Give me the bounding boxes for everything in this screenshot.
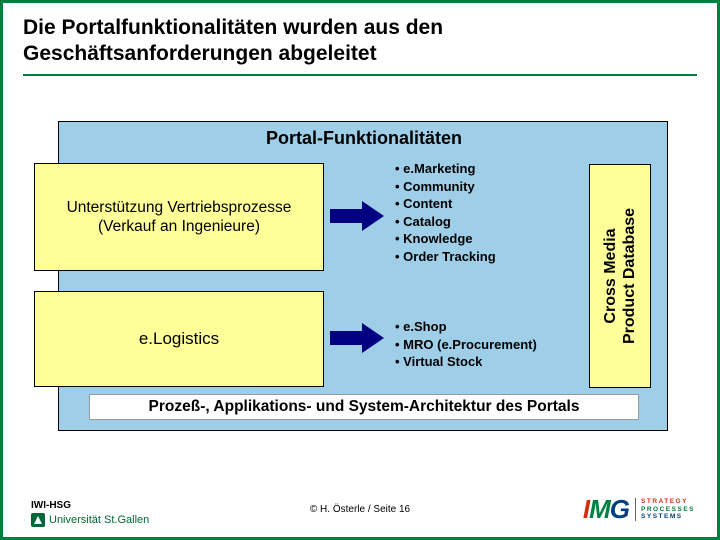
sps-processes: PROCESSES	[641, 506, 695, 513]
left-box-text: Unterstützung Vertriebsprozesse (Verkauf…	[67, 198, 292, 237]
img-logo: IMG	[583, 494, 629, 525]
left-box-vertrieb: Unterstützung Vertriebsprozesse (Verkauf…	[34, 163, 324, 271]
lb2-line1: e.Logistics	[139, 329, 219, 348]
credit-line: © H. Österle / Seite 16	[310, 504, 410, 515]
func-item: Community	[395, 178, 496, 196]
func-item: MRO (e.Procurement)	[395, 336, 537, 354]
func-list-1: e.Marketing Community Content Catalog Kn…	[395, 160, 496, 265]
sps-systems: SYSTEMS	[641, 513, 695, 520]
university-icon	[31, 513, 45, 527]
logo-left: IWI-HSG Universität St.Gallen	[31, 500, 149, 527]
page-title: Die Portalfunktionalitäten wurden aus de…	[23, 15, 697, 68]
vbar-line1: Cross Media	[602, 228, 619, 323]
iwi-label: IWI-HSG	[31, 500, 149, 511]
arrow-icon	[330, 201, 384, 231]
left-box-text: e.Logistics	[139, 328, 219, 349]
left-box-elogistics: e.Logistics	[34, 291, 324, 387]
func-item: Content	[395, 195, 496, 213]
vertical-bar-cross-media: Cross Media Product Database	[589, 164, 651, 388]
vertical-bar-label: Cross Media Product Database	[601, 208, 639, 344]
sps-tagline: STRATEGY PROCESSES SYSTEMS	[635, 498, 695, 520]
diagram: Portal-Funktionalitäten Cross Media Prod…	[58, 121, 668, 431]
func-item: Catalog	[395, 213, 496, 231]
university-name: Universität St.Gallen	[49, 514, 149, 526]
func-item: e.Marketing	[395, 160, 496, 178]
func-item: e.Shop	[395, 318, 537, 336]
lb1-line2: (Verkauf an Ingenieure)	[98, 218, 260, 235]
func-item: Virtual Stock	[395, 353, 537, 371]
portal-header: Portal-Funktionalitäten	[59, 128, 669, 149]
arrow-icon	[330, 323, 384, 353]
title-underline	[23, 74, 697, 76]
logo-right: IMG STRATEGY PROCESSES SYSTEMS	[583, 494, 695, 525]
lb1-line1: Unterstützung Vertriebsprozesse	[67, 199, 292, 216]
title-area: Die Portalfunktionalitäten wurden aus de…	[3, 3, 717, 82]
img-logo-m: M	[589, 494, 610, 524]
sps-strategy: STRATEGY	[641, 498, 695, 505]
university-logo: Universität St.Gallen	[31, 513, 149, 527]
func-item: Knowledge	[395, 230, 496, 248]
vbar-line2: Product Database	[621, 208, 638, 344]
func-list-2: e.Shop MRO (e.Procurement) Virtual Stock	[395, 318, 537, 371]
img-logo-g: G	[610, 494, 629, 524]
architecture-label: Prozeß-, Applikations- und System-Archit…	[89, 394, 639, 420]
func-item: Order Tracking	[395, 248, 496, 266]
footer: IWI-HSG Universität St.Gallen © H. Öster…	[3, 477, 717, 537]
